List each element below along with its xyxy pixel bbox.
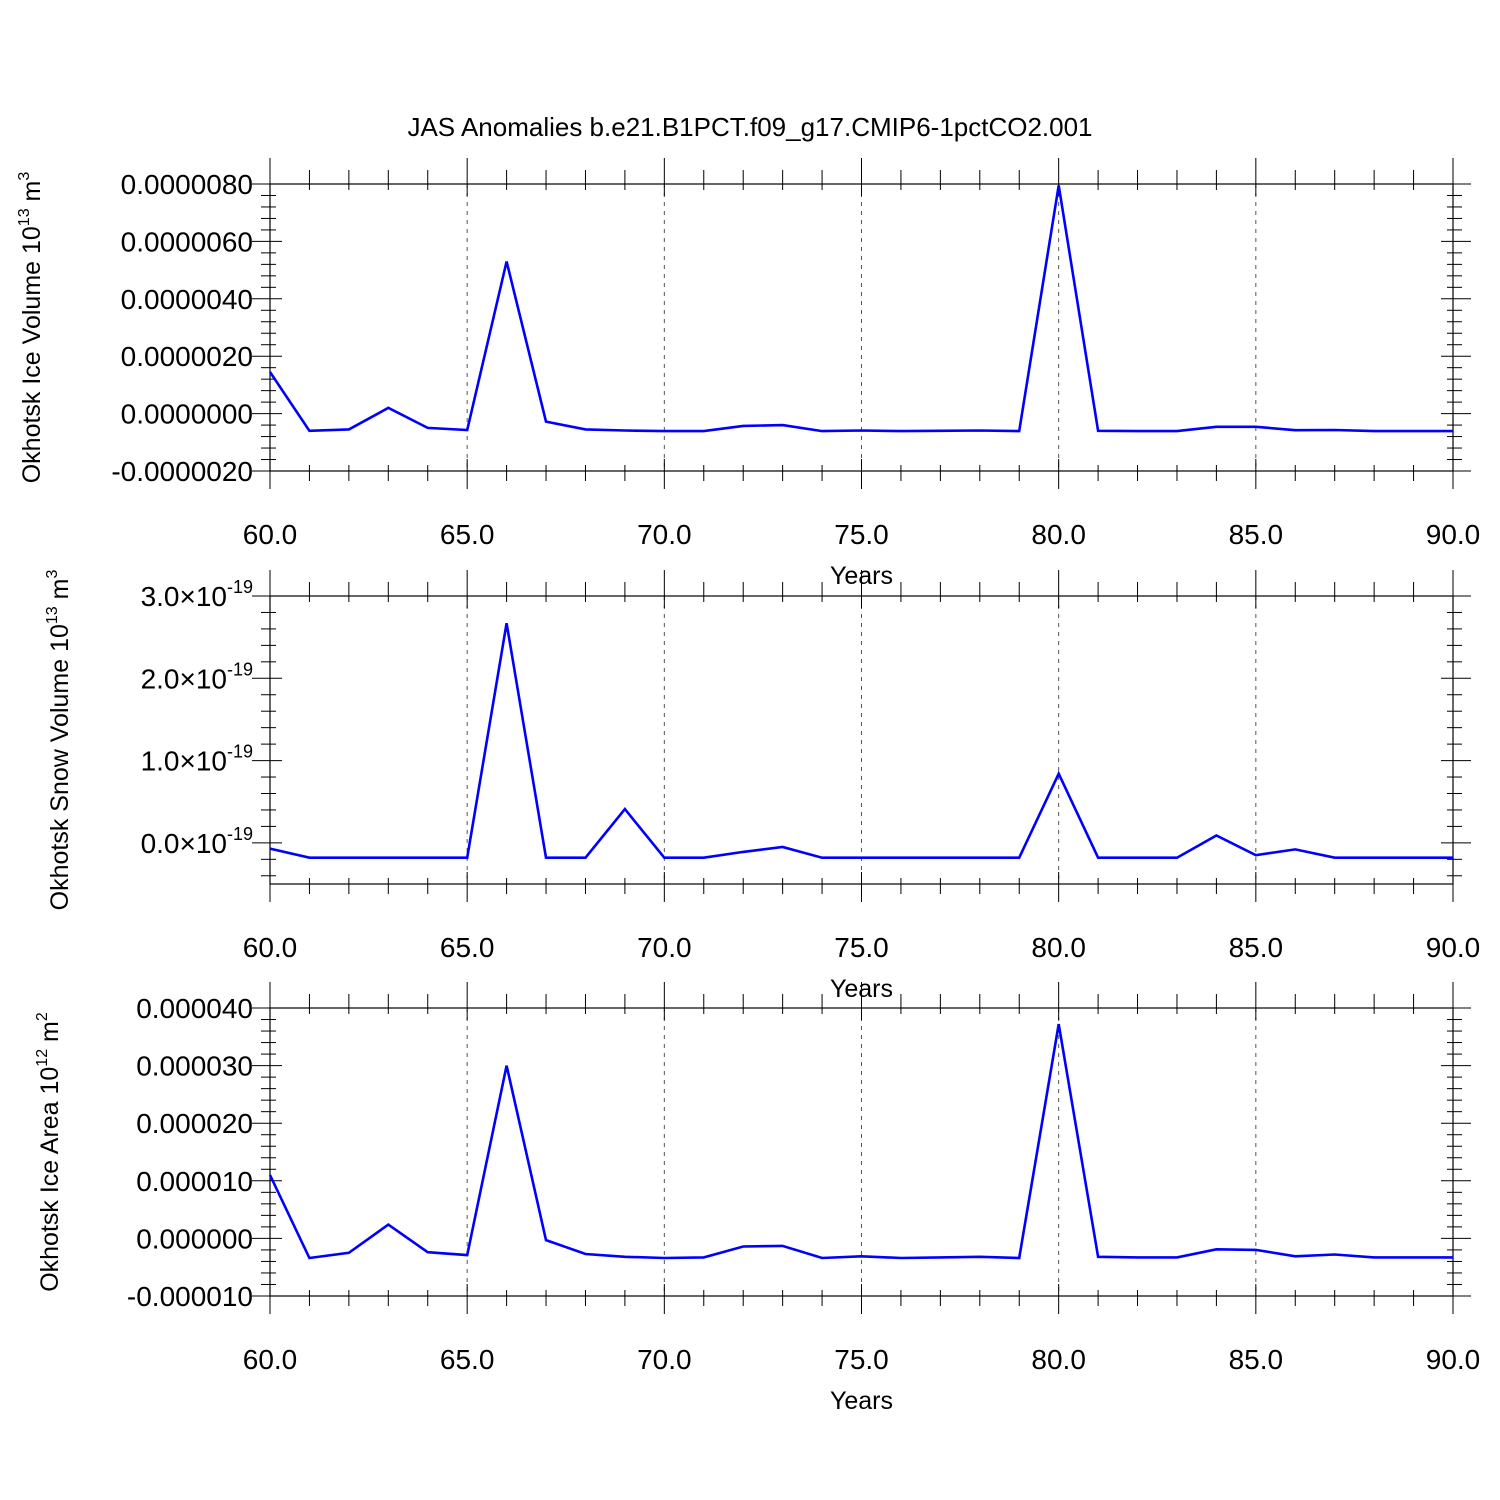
x-tick-label: 90.0 [1426,1344,1481,1375]
x-tick-label: 80.0 [1031,1344,1086,1375]
x-tick-label: 65.0 [440,1344,495,1375]
x-tick-label: 85.0 [1229,932,1284,963]
y-tick-label: -0.000010 [127,1281,253,1312]
x-tick-label: 60.0 [243,932,298,963]
x-tick-label: 60.0 [243,519,298,550]
y-axis-label: Okhotsk Snow Volume 1013 m3 [44,570,74,911]
y-tick-label: 0.000020 [136,1108,253,1139]
x-tick-label: 70.0 [637,932,692,963]
x-tick-label: 75.0 [834,1344,889,1375]
chart-panel-2: 60.0 65.0 70.0 75.0 80.0 85.0 90.0Years0.0×10-… [44,570,1480,1003]
y-tick-label: 3.0×10-19 [141,577,253,612]
series-line [269,622,1453,860]
y-tick-label: 0.0000080 [121,169,253,200]
x-tick-label: 70.0 [637,519,692,550]
x-tick-label: 70.0 [637,1344,692,1375]
series-line [268,1023,1453,1260]
y-tick-label: 0.0000020 [121,341,253,372]
x-tick-label: 65.0 [440,932,495,963]
x-tick-label: 75.0 [834,932,889,963]
x-tick-label: 90.0 [1426,519,1481,550]
figure-title: JAS Anomalies b.e21.B1PCT.f09_g17.CMIP6-… [407,112,1092,142]
y-tick-label: -0.0000020 [111,456,253,487]
x-tick-label: 85.0 [1229,519,1284,550]
x-tick-label: 60.0 [243,1344,298,1375]
y-tick-label: 0.0×10-19 [141,824,253,859]
x-tick-label: 90.0 [1426,932,1481,963]
y-tick-label: 0.000030 [136,1051,253,1082]
x-tick-label: 75.0 [834,519,889,550]
x-tick-label: 80.0 [1031,519,1086,550]
y-tick-label: 0.0000040 [121,284,253,315]
y-tick-label: 0.000040 [136,993,253,1024]
series-line [268,185,1453,433]
x-tick-label: 85.0 [1229,1344,1284,1375]
y-tick-label: 0.0000060 [121,226,253,257]
x-tick-label: 80.0 [1031,932,1086,963]
y-tick-label: 0.000000 [136,1223,253,1254]
y-tick-label: 1.0×10-19 [141,742,253,777]
y-tick-label: 0.0000000 [121,399,253,430]
x-axis-label: Years [830,1387,893,1415]
chart-panel-3: 60.0 65.0 70.0 75.0 80.0 85.0 90.0 Years -0.0000… [34,982,1480,1415]
chart-panel-1: 60.0 65.0 70.0 75.0 80.0 85.0 90.0Years-0.0000… [16,158,1480,590]
y-axis-label: Okhotsk Ice Volume 1013 m3 [16,172,46,484]
y-tick-label: 0.000010 [136,1166,253,1197]
y-axis-label: Okhotsk Ice Area 1012 m2 [34,1012,64,1292]
x-tick-label: 65.0 [440,519,495,550]
y-tick-label: 2.0×10-19 [141,659,253,694]
